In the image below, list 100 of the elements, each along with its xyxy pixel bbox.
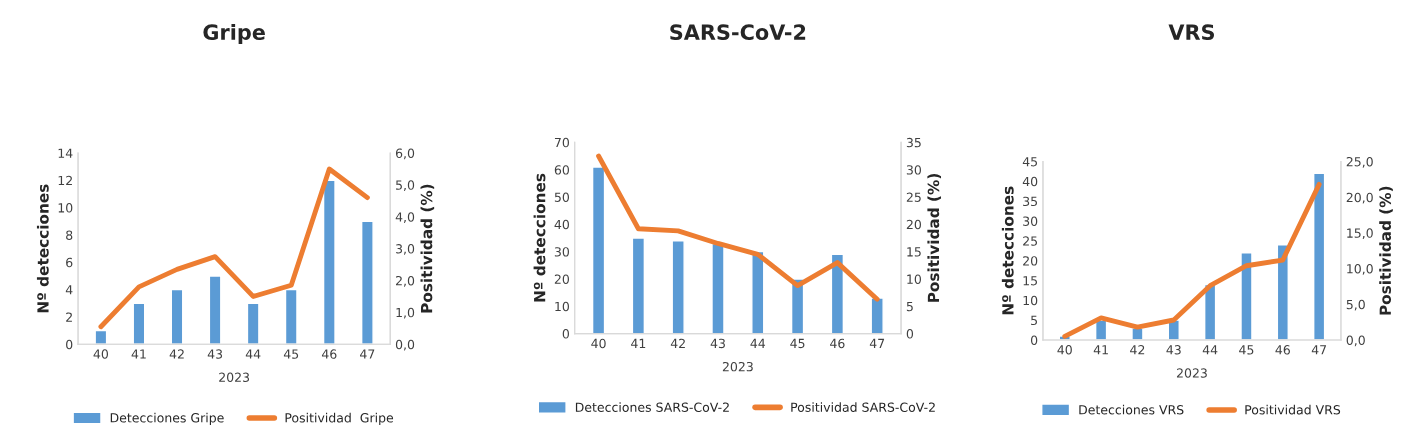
x-tick-label: 46 — [1275, 345, 1290, 355]
bar — [132, 302, 146, 345]
x-tick-label: 47 — [360, 349, 375, 359]
y2-tick-label: 10 — [907, 274, 921, 284]
y-tick-label: 8 — [66, 230, 73, 240]
x-tick-label: 43 — [1166, 345, 1181, 355]
y-tick-label: 12 — [58, 175, 72, 186]
x-axis-title: 2023 — [722, 361, 753, 372]
bar — [711, 242, 725, 334]
y-tick-label: 10 — [58, 203, 73, 213]
y-tick-label: 0 — [66, 339, 73, 350]
y2-axis-title: Positividad (%) — [420, 184, 435, 313]
y-tick-label: 40 — [554, 219, 569, 230]
chart-title: SARS-CoV-2 — [670, 24, 806, 41]
y-tick-label: 30 — [1023, 216, 1038, 226]
bar — [1313, 172, 1326, 340]
bar — [170, 288, 184, 345]
y-tick-label: 50 — [554, 192, 569, 202]
y2-tick-label: 10,0 — [1347, 264, 1373, 275]
x-tick-label: 43 — [207, 349, 223, 359]
y-tick-label: 25 — [1023, 236, 1038, 246]
y-axis-title: Nº detecciones — [1001, 186, 1014, 315]
y2-tick-label: 2,0 — [396, 275, 415, 287]
x-tick-label: 45 — [790, 338, 805, 349]
y2-tick-label: 0,0 — [395, 339, 415, 351]
y-tick-label: 20 — [554, 274, 569, 284]
y2-tick-label: 20 — [906, 219, 921, 230]
chart-title: VRS — [1168, 24, 1215, 41]
x-tick-label: 46 — [830, 338, 845, 349]
y-tick-label: 60 — [554, 165, 569, 175]
bar — [208, 275, 222, 345]
y2-tick-label: 35 — [906, 137, 921, 148]
y2-axis-title: Positividad (%) — [1379, 186, 1393, 315]
y-tick-label: 45 — [1022, 157, 1038, 167]
y-axis-title: Nº detecciones — [36, 184, 49, 313]
x-tick-label: 44 — [1202, 345, 1218, 355]
y2-tick-label: 25 — [906, 192, 921, 202]
x-axis-title: 2023 — [1176, 368, 1207, 378]
y2-axis-title: Positividad (%) — [927, 174, 942, 302]
x-tick-label: 40 — [93, 349, 109, 359]
y-tick-label: 70 — [554, 137, 569, 148]
y2-tick-label: 5,0 — [1346, 299, 1365, 311]
y2-tick-label: 6,0 — [395, 148, 415, 160]
y2-tick-label: 20,0 — [1346, 192, 1373, 204]
y-tick-label: 40 — [1022, 176, 1038, 187]
x-tick-label: 45 — [283, 349, 299, 359]
y2-tick-label: 30 — [906, 165, 921, 175]
bar — [1240, 252, 1253, 340]
y-tick-label: 2 — [66, 312, 72, 322]
bar — [284, 288, 298, 345]
bar — [246, 302, 260, 345]
x-tick-label: 41 — [1093, 345, 1108, 355]
y2-tick-label: 4,0 — [395, 212, 415, 223]
bar — [94, 329, 108, 345]
chart-title: Gripe — [203, 23, 265, 45]
y-tick-label: 10 — [555, 301, 569, 312]
legend-label: Positividad VRS — [1245, 404, 1341, 415]
line-series — [98, 166, 370, 330]
bar — [870, 297, 884, 334]
y-tick-label: 30 — [554, 247, 569, 257]
line-series — [596, 153, 880, 302]
x-tick-label: 41 — [131, 349, 146, 359]
y2-tick-label: 1,0 — [396, 307, 415, 319]
legend-label: Detecciones SARS-CoV-2 — [575, 402, 729, 412]
y-tick-label: 35 — [1023, 196, 1038, 207]
bar — [631, 237, 646, 334]
x-tick-label: 42 — [670, 338, 685, 348]
x-tick-label: 42 — [169, 349, 184, 359]
y-tick-label: 15 — [1023, 276, 1038, 286]
x-tick-label: 47 — [869, 338, 885, 348]
bar — [322, 179, 336, 345]
y-tick-label: 6 — [66, 257, 73, 268]
x-axis-title: 2023 — [219, 372, 250, 382]
y2-tick-label: 0,0 — [1346, 335, 1365, 347]
y-tick-label: 5 — [1031, 315, 1038, 326]
x-tick-label: 40 — [591, 338, 606, 349]
x-tick-label: 46 — [321, 349, 337, 359]
y-tick-label: 0 — [562, 329, 569, 339]
legend-label: Detecciones VRS — [1079, 404, 1184, 415]
y2-tick-label: 5,0 — [396, 180, 415, 192]
legend-label: Detecciones Gripe — [110, 412, 224, 425]
y2-tick-label: 25,0 — [1346, 156, 1373, 168]
x-tick-label: 40 — [1057, 345, 1072, 355]
x-tick-label: 42 — [1130, 345, 1145, 355]
y2-tick-label: 5 — [906, 301, 913, 312]
y-tick-label: 0 — [1030, 335, 1038, 345]
y2-tick-label: 15,0 — [1347, 228, 1373, 240]
y-axis-title: Nº detecciones — [533, 173, 546, 302]
y2-tick-label: 0 — [906, 329, 914, 339]
bar — [591, 166, 606, 334]
x-tick-label: 41 — [631, 338, 646, 348]
legend-label: Positividad Gripe — [285, 412, 394, 425]
y-tick-label: 20 — [1023, 256, 1038, 266]
x-tick-label: 44 — [750, 338, 766, 348]
bar — [360, 220, 374, 345]
y-tick-label: 4 — [65, 285, 73, 295]
y2-tick-label: 15 — [907, 247, 921, 257]
x-tick-label: 44 — [245, 349, 261, 359]
legend-label: Positividad SARS-CoV-2 — [791, 402, 935, 412]
x-tick-label: 47 — [1311, 345, 1327, 355]
